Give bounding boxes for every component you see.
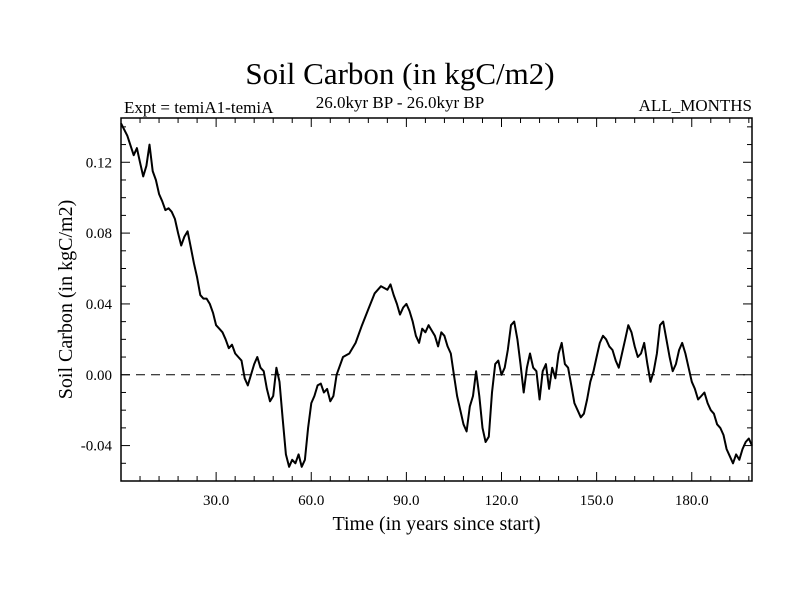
x-axis-label: Time (in years since start) <box>332 513 540 535</box>
x-tick-label: 30.0 <box>203 493 229 509</box>
x-tick-label: 60.0 <box>298 493 324 509</box>
y-tick-label: -0.04 <box>81 439 113 455</box>
series-line-group <box>120 122 753 468</box>
x-tick-label: 120.0 <box>485 493 519 509</box>
y-axis-ticks: -0.04 0.00 0.04 0.08 0.12 <box>81 126 752 482</box>
y-axis-label: Soil Carbon (in kgC/m2) <box>55 200 77 399</box>
chart-title: Soil Carbon (in kgC/m2) <box>245 56 555 91</box>
period-label: 26.0kyr BP - 26.0kyr BP <box>315 93 485 112</box>
x-tick-label: 180.0 <box>675 493 709 509</box>
plot-frame <box>120 117 753 482</box>
experiment-label: Expt = temiA1-temiA <box>124 98 274 117</box>
y-tick-label: 0.04 <box>86 297 113 313</box>
months-label: ALL_MONTHS <box>638 96 752 115</box>
y-tick-label: 0.00 <box>86 368 112 384</box>
x-axis-ticks: 30.0 60.0 90.0 120.0 150.0 180.0 <box>120 118 750 509</box>
x-tick-label: 90.0 <box>393 493 419 509</box>
y-tick-label: 0.08 <box>86 226 112 242</box>
series-line <box>120 122 753 468</box>
y-tick-label: 0.12 <box>86 155 112 171</box>
x-tick-label: 150.0 <box>580 493 614 509</box>
